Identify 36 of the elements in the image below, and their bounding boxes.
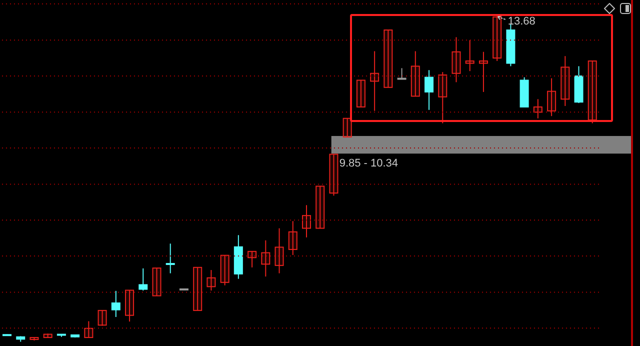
candlestick xyxy=(125,290,134,322)
candlestick xyxy=(370,50,380,112)
candlestick xyxy=(166,243,175,274)
candlestick xyxy=(98,310,107,326)
candlestick xyxy=(206,270,216,292)
candlestick xyxy=(424,70,434,110)
candlestick xyxy=(438,72,448,124)
candlestick xyxy=(288,220,298,256)
candlestick xyxy=(329,154,338,196)
candlestick xyxy=(30,337,39,341)
candlestick xyxy=(152,268,162,296)
candlestick xyxy=(193,266,202,311)
candlestick xyxy=(43,333,52,338)
candlestick xyxy=(410,50,420,97)
candlestick xyxy=(261,240,270,278)
candlestick xyxy=(560,56,570,106)
candlestick xyxy=(220,254,230,286)
candlestick xyxy=(397,68,406,80)
candlestick xyxy=(547,78,556,117)
candlestick xyxy=(356,80,366,108)
annotation: 13.68 xyxy=(508,16,536,28)
candlestick xyxy=(342,118,352,138)
candlestick xyxy=(588,60,597,124)
candlestick xyxy=(533,98,542,119)
candlestick xyxy=(302,204,311,238)
candlestick xyxy=(274,228,284,274)
candlestick xyxy=(316,186,325,229)
candlestick xyxy=(465,40,474,72)
candlestick xyxy=(111,290,120,318)
candlestick xyxy=(384,30,393,88)
candlestick xyxy=(84,320,94,338)
candlestick xyxy=(138,268,148,292)
candlestick xyxy=(478,51,488,92)
candlestick xyxy=(248,250,257,268)
candlestick xyxy=(452,36,461,83)
band-label: 9.85 - 10.34 xyxy=(339,158,398,170)
